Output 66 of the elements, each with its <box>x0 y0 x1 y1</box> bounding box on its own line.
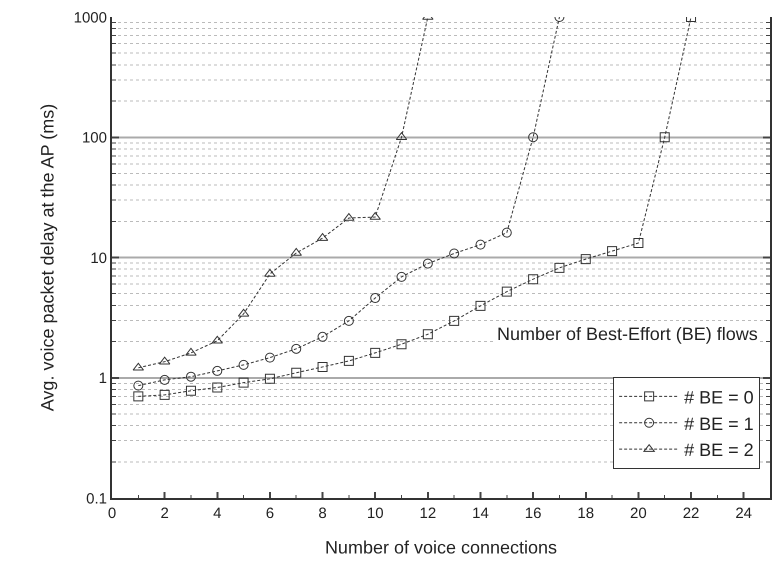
point <box>185 348 197 356</box>
x-tick-label: 22 <box>682 505 700 522</box>
y-tick-label: 1 <box>98 370 107 387</box>
point <box>186 386 196 396</box>
x-tick-label: 10 <box>366 505 384 522</box>
legend-label: # BE = 2 <box>684 440 754 460</box>
point <box>633 238 644 248</box>
point <box>396 272 407 282</box>
point <box>238 360 249 370</box>
x-tick-label: 16 <box>524 505 542 522</box>
point <box>264 268 276 277</box>
x-tick-label: 8 <box>318 505 327 522</box>
point <box>212 366 222 376</box>
point <box>133 391 144 402</box>
x-tick-label: 4 <box>213 505 222 522</box>
point <box>660 132 670 142</box>
x-tick-label: 6 <box>266 505 274 522</box>
point <box>264 374 275 384</box>
point <box>370 293 380 304</box>
point <box>264 352 275 363</box>
point <box>160 390 170 400</box>
x-tick-label: 18 <box>577 505 594 522</box>
point <box>475 240 486 250</box>
x-tick-label: 14 <box>472 505 489 522</box>
point <box>344 356 354 366</box>
point <box>370 348 380 358</box>
point <box>318 332 328 342</box>
point <box>318 362 328 372</box>
x-tick-label: 12 <box>419 505 436 522</box>
point <box>554 262 564 273</box>
point <box>475 300 486 311</box>
point <box>449 248 460 258</box>
x-tick-label: 0 <box>108 505 116 522</box>
y-tick-label: 0.1 <box>86 490 107 508</box>
point <box>422 258 433 269</box>
point <box>502 286 512 297</box>
legend-label: # BE = 0 <box>684 387 754 408</box>
point <box>212 336 223 344</box>
point <box>132 362 144 371</box>
point <box>528 132 538 142</box>
point <box>580 254 591 264</box>
y-tick-label: 1000 <box>74 9 107 26</box>
point <box>238 308 250 317</box>
point <box>186 372 196 382</box>
point <box>291 368 302 378</box>
y-tick-label: 100 <box>82 130 107 146</box>
point <box>212 382 222 392</box>
point <box>449 316 460 326</box>
point <box>607 246 618 256</box>
point <box>291 344 302 354</box>
point <box>160 374 170 385</box>
legend-label: # BE = 1 <box>684 414 754 434</box>
y-tick-label: 10 <box>90 250 107 267</box>
x-tick-label: 24 <box>735 505 752 522</box>
point <box>133 380 144 391</box>
point <box>422 329 433 340</box>
point <box>528 274 538 284</box>
point <box>344 316 354 326</box>
y-axis-title: Avg. voice packet delay at the AP (ms) <box>37 104 58 412</box>
annotation: Number of Best-Effort (BE) flows <box>497 324 758 344</box>
point <box>238 378 249 388</box>
point <box>396 339 407 350</box>
x-tick-label: 2 <box>160 505 169 522</box>
x-axis-title: Number of voice connections <box>324 538 558 558</box>
x-tick-label: 20 <box>630 505 647 522</box>
point <box>502 228 512 238</box>
